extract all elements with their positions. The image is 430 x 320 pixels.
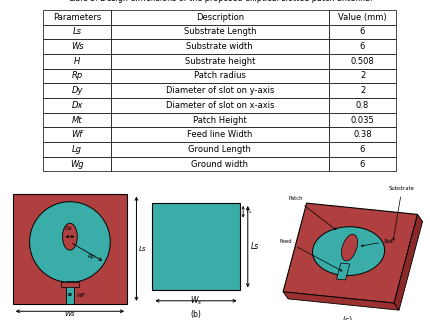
Polygon shape	[283, 203, 417, 303]
Text: $T_s$: $T_s$	[245, 207, 253, 216]
Polygon shape	[312, 227, 384, 276]
Text: Table 3. Design dimensions of the proposed elliptical slotted patch antenna.: Table 3. Design dimensions of the propos…	[67, 0, 372, 3]
Text: Patch: Patch	[288, 196, 335, 230]
Bar	[13, 194, 127, 304]
Text: Feed: Feed	[279, 238, 341, 271]
Text: Substrate: Substrate	[388, 187, 414, 240]
Polygon shape	[283, 292, 398, 310]
Circle shape	[30, 202, 110, 282]
Ellipse shape	[62, 223, 77, 250]
Text: $W_s$: $W_s$	[190, 294, 202, 307]
Bar	[61, 282, 79, 287]
Polygon shape	[341, 234, 357, 261]
Text: Ls: Ls	[138, 246, 146, 252]
Bar	[65, 281, 74, 304]
Polygon shape	[336, 263, 349, 280]
Bar	[152, 203, 239, 290]
Text: Dx: Dx	[64, 226, 72, 231]
Polygon shape	[393, 214, 421, 310]
Text: Wf: Wf	[77, 292, 84, 298]
Text: (c): (c)	[341, 316, 351, 320]
Text: Rp: Rp	[87, 254, 95, 259]
Text: (b): (b)	[190, 310, 201, 319]
Text: Ls: Ls	[251, 242, 259, 251]
Text: Slot: Slot	[360, 238, 393, 247]
Text: Ws: Ws	[64, 311, 75, 317]
